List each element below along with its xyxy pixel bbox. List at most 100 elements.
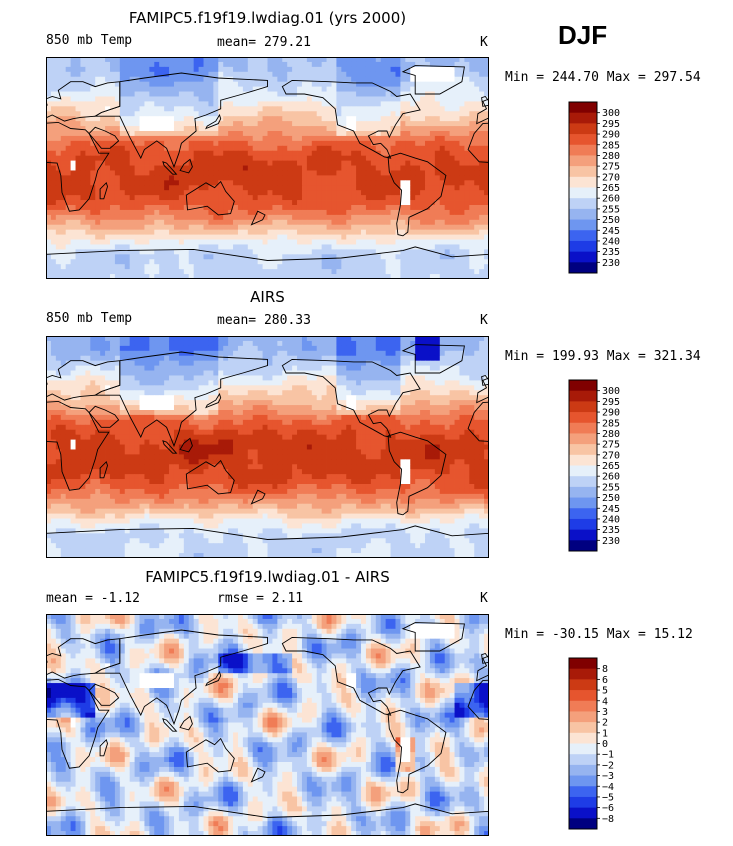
panel-3-mean-label: mean = -1.12 (46, 591, 140, 606)
map-0-cell (292, 66, 298, 73)
map-0-cell (169, 200, 175, 206)
map-0-cell (257, 96, 263, 102)
map-0-cell (85, 150, 91, 157)
map-0-cell (316, 219, 323, 226)
map-1-cell (287, 355, 293, 362)
map-1-cell (464, 336, 470, 342)
map-0-cell (351, 126, 357, 132)
map-0-cell (474, 145, 480, 152)
map-0-cell (173, 195, 180, 201)
map-0-cell (301, 111, 308, 117)
map-0-cell (247, 111, 254, 117)
map-0-cell (70, 131, 76, 137)
map-1-cell (425, 345, 431, 352)
map-0-cell (90, 121, 96, 127)
map-0-cell (429, 116, 436, 122)
map-0-cell (306, 91, 313, 97)
map-0-cell (119, 170, 126, 176)
map-0-cell (55, 57, 62, 63)
map-1-cell (316, 350, 323, 357)
map-1-cell (272, 365, 278, 371)
map-0-cell (380, 264, 387, 270)
map-0-cell (390, 106, 396, 112)
coastline-sumatra (162, 161, 178, 175)
map-0-cell (124, 180, 131, 186)
map-0-cell (65, 264, 72, 270)
map-0-cell (346, 259, 352, 265)
map-0-cell (272, 131, 278, 137)
map-0-cell (164, 249, 170, 255)
map-0-cell (370, 106, 377, 112)
map-0-cell (198, 259, 204, 265)
map-0-cell (326, 175, 332, 181)
map-0-cell (439, 269, 446, 275)
map-0-cell (178, 259, 185, 265)
map-0-cell (203, 66, 209, 73)
map-0-cell (469, 274, 475, 279)
map-0-cell (351, 209, 357, 216)
map-0-cell (341, 229, 347, 235)
map-0-cell (415, 71, 421, 78)
map-1-cell (331, 365, 337, 371)
map-0-cell (395, 170, 401, 176)
map-1-cell (282, 345, 288, 352)
map-1-cell (331, 340, 337, 347)
map-0-cell (405, 150, 411, 157)
map-0-cell (292, 269, 298, 275)
map-0-cell (154, 239, 160, 245)
map-0-cell (85, 180, 91, 186)
map-0-cell (420, 106, 426, 112)
map-0-cell (50, 180, 57, 186)
map-1-cell (292, 375, 298, 381)
map-0-cell (454, 224, 460, 231)
map-0-cell (188, 155, 195, 161)
map-0-cell (351, 200, 357, 206)
map-0-cell (479, 219, 485, 226)
map-1-cell (173, 345, 180, 352)
map-0-cell (119, 111, 126, 117)
map-1-cell (129, 340, 135, 347)
map-0-cell (159, 155, 165, 161)
map-0-cell (301, 145, 308, 152)
map-0-cell (233, 224, 239, 231)
map-0-cell (139, 165, 145, 171)
map-1-cell (425, 340, 431, 347)
map-0-cell (297, 131, 303, 137)
map-0-cell (164, 76, 170, 83)
map-0-cell (65, 91, 72, 97)
map-0-cell (420, 185, 426, 191)
map-0-cell (282, 269, 288, 275)
map-0-cell (114, 264, 121, 270)
map-0-cell (149, 57, 155, 63)
map-0-cell (252, 180, 259, 186)
map-0-cell (144, 244, 150, 250)
map-0-cell (252, 116, 259, 122)
map-0-cell (474, 214, 480, 221)
map-0-cell (415, 219, 421, 226)
map-1-cell (464, 380, 470, 386)
map-0-cell (444, 160, 451, 166)
map-0-cell (119, 269, 126, 275)
map-0-cell (425, 274, 431, 279)
map-0-cell (292, 239, 298, 245)
map-0-cell (193, 205, 199, 211)
map-1-cell (65, 360, 72, 366)
map-0-cell (80, 229, 86, 235)
map-0-cell (139, 224, 145, 231)
map-0-cell (178, 239, 185, 245)
map-0-cell (164, 219, 170, 226)
map-0-cell (169, 180, 175, 186)
map-0-cell (474, 185, 480, 191)
map-0-cell (282, 150, 288, 157)
map-0-cell (144, 205, 150, 211)
map-0-cell (154, 131, 160, 137)
map-0-cell (85, 254, 91, 260)
map-1-cell (159, 340, 165, 347)
map-0-cell (247, 195, 254, 201)
map-0-cell (80, 170, 86, 176)
map-0-cell (85, 86, 91, 92)
map-0-cell (375, 145, 382, 152)
map-0-cell (321, 86, 327, 92)
map-0-cell (178, 106, 185, 112)
map-0-cell (351, 71, 357, 78)
